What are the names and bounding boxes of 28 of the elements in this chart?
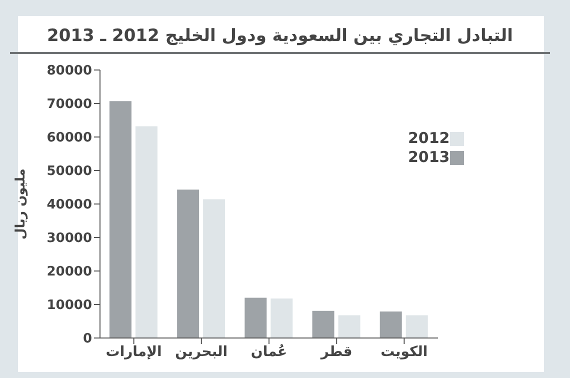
y-tick-label: 10000: [46, 298, 92, 314]
legend-label: 2012: [408, 129, 450, 147]
x-tick-label: عُمان: [250, 343, 288, 360]
y-tick-label: 80000: [46, 64, 92, 79]
bar: [244, 298, 267, 338]
bar: [380, 312, 402, 338]
bar: [338, 315, 360, 338]
y-tick-label: 30000: [46, 231, 92, 246]
x-tick-label: الكويت: [380, 344, 428, 360]
bar: [135, 126, 158, 338]
y-tick-label: 70000: [46, 97, 92, 112]
y-tick-label: 50000: [46, 164, 92, 180]
x-tick-label: البحرين: [175, 344, 228, 360]
bar: [270, 298, 293, 338]
bar: [177, 190, 200, 338]
y-tick-label: 20000: [46, 264, 92, 280]
bar: [109, 101, 132, 338]
bar: [312, 310, 334, 338]
chart-title: التبادل التجاري بين السعودية ودول الخليج 2012 ـ 2013: [10, 20, 550, 54]
bar: [406, 315, 428, 338]
bar: [203, 199, 226, 338]
y-axis-title: مليون ريال: [14, 168, 29, 240]
x-tick-label: الإمارات: [106, 344, 162, 360]
legend-label: 2013: [408, 148, 450, 166]
y-tick-label: 40000: [46, 198, 92, 213]
y-tick-label: 60000: [46, 130, 92, 146]
y-tick-label: 0: [82, 332, 92, 347]
x-tick-label: قطر: [320, 344, 352, 360]
